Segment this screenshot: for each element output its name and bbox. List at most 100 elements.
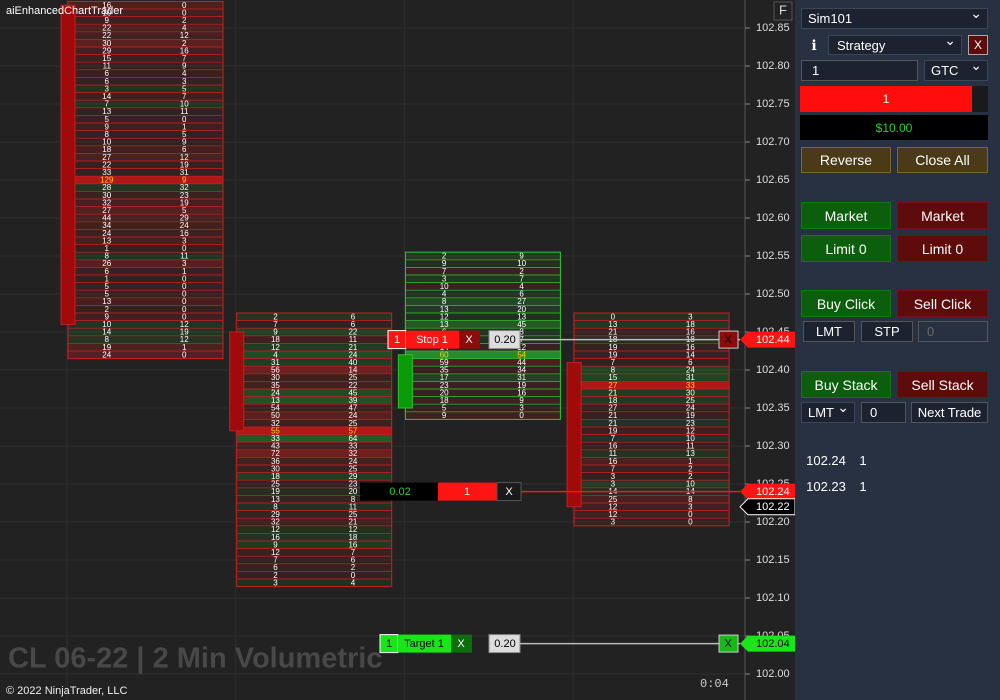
ask-volume: 45 <box>348 388 357 397</box>
f-button-label[interactable]: F <box>779 2 787 17</box>
order-box <box>398 634 451 653</box>
footprint-row <box>236 335 392 344</box>
footprint-row <box>573 479 730 489</box>
buy-click-button[interactable]: Buy Click <box>801 290 891 317</box>
buy-stack-button[interactable]: Buy Stack <box>801 371 891 398</box>
bid-volume: 22 <box>102 24 111 33</box>
close-all-button[interactable]: Close All <box>897 147 988 173</box>
footprint-row <box>67 191 224 200</box>
footprint-row <box>67 160 224 169</box>
ask-volume: 12 <box>180 31 189 40</box>
bid-volume: 43 <box>271 442 280 451</box>
info-icon[interactable]: ℹ <box>811 36 817 53</box>
strategy-select[interactable]: Strategy <box>828 32 962 55</box>
bid-volume: 56 <box>271 366 280 375</box>
footprint-row <box>236 510 392 519</box>
bid-volume: 22 <box>102 160 111 169</box>
footprint-row <box>236 441 392 451</box>
click-stp-button[interactable]: STP <box>861 321 913 342</box>
footprint-row <box>405 274 561 283</box>
bid-volume: 19 <box>608 350 617 359</box>
last-price-tag-label: 102.22 <box>756 501 790 513</box>
stack-type-select[interactable]: LMT <box>801 399 855 423</box>
click-lmt-button[interactable]: LMT <box>803 321 855 342</box>
bid-volume: 2 <box>273 312 278 321</box>
bid-volume: 5 <box>442 404 447 413</box>
footprint-row <box>573 441 730 451</box>
order-box <box>718 330 739 349</box>
footprint-row <box>573 464 730 473</box>
y-tick-label: 102.30 <box>756 440 790 452</box>
ask-volume: 25 <box>348 510 357 519</box>
bid-volume: 6 <box>105 77 110 86</box>
bid-volume: 6 <box>105 69 110 78</box>
ask-volume: 12 <box>180 320 189 329</box>
footprint-row <box>573 510 730 519</box>
y-tick-label: 102.70 <box>756 136 790 148</box>
bid-volume: 33 <box>271 434 280 443</box>
sell-limit-button[interactable]: Limit 0 <box>897 235 988 262</box>
footprint-row <box>405 282 561 291</box>
bid-volume: 7 <box>611 464 616 473</box>
bid-volume: 18 <box>102 145 111 154</box>
f-button[interactable] <box>773 1 793 21</box>
bid-volume: 21 <box>608 411 617 420</box>
footprint-row <box>573 449 730 458</box>
footprint-row <box>67 122 224 131</box>
stack-offset-input[interactable]: 0 <box>861 402 906 423</box>
price-tag-label: 102.44 <box>756 334 790 346</box>
bid-volume: 27 <box>102 153 111 162</box>
bid-volume: 5 <box>105 115 110 124</box>
ask-volume: 57 <box>348 426 357 435</box>
reverse-button[interactable]: Reverse <box>801 147 891 173</box>
buy-limit-button[interactable]: Limit 0 <box>801 235 891 262</box>
bid-volume: 1 <box>105 274 110 283</box>
order-box <box>406 330 459 349</box>
position-close: X <box>505 486 513 498</box>
tif-select[interactable]: GTC <box>924 57 988 81</box>
footprint-row <box>67 16 224 25</box>
footprint-row <box>573 373 730 382</box>
quantity-input[interactable]: 1 <box>801 60 918 81</box>
ask-volume: 13 <box>517 312 526 321</box>
sell-market-button[interactable]: Market <box>897 202 988 229</box>
y-tick-label: 102.40 <box>756 364 790 376</box>
footprint-row <box>405 297 561 306</box>
account-select[interactable]: Sim101 <box>801 5 988 29</box>
bid-volume: 8 <box>442 297 447 306</box>
order-box <box>451 634 472 653</box>
sell-stack-button[interactable]: Sell Stack <box>897 371 988 398</box>
bid-volume: 9 <box>105 122 110 131</box>
y-tick-label: 102.60 <box>756 212 790 224</box>
ask-volume: 11 <box>180 107 189 116</box>
ask-volume: 31 <box>517 373 526 382</box>
ask-volume: 13 <box>686 449 695 458</box>
ask-volume: 9 <box>182 138 187 147</box>
footprint-row <box>405 403 561 413</box>
bid-volume: 9 <box>442 411 447 420</box>
strategy-close[interactable]: X <box>968 35 988 55</box>
buy-market-button[interactable]: Market <box>801 202 891 229</box>
footprint-row <box>236 426 392 435</box>
next-trade-button[interactable]: Next Trade <box>911 402 988 423</box>
sell-click-button[interactable]: Sell Click <box>897 290 988 317</box>
timer: 0:04 <box>700 677 729 691</box>
bid-volume: 2 <box>105 305 110 314</box>
stack-qty: 1 <box>859 452 867 468</box>
footprint-row <box>236 464 392 473</box>
bid-volume: 13 <box>102 236 111 245</box>
footprint-row <box>67 137 224 147</box>
footprint-row <box>573 457 730 466</box>
ask-volume: 40 <box>348 358 357 367</box>
order-qty: 1 <box>394 334 400 346</box>
footprint-row <box>573 327 730 337</box>
footprint-row <box>573 495 730 504</box>
bid-volume: 72 <box>271 449 280 458</box>
price-tag-label: 102.04 <box>756 638 790 650</box>
bid-volume: 12 <box>608 502 617 511</box>
ask-volume: 9 <box>182 62 187 71</box>
footprint-row <box>236 403 392 413</box>
footprint-row <box>405 358 561 367</box>
footprint-row <box>67 84 224 93</box>
ask-volume: 7 <box>519 274 524 283</box>
